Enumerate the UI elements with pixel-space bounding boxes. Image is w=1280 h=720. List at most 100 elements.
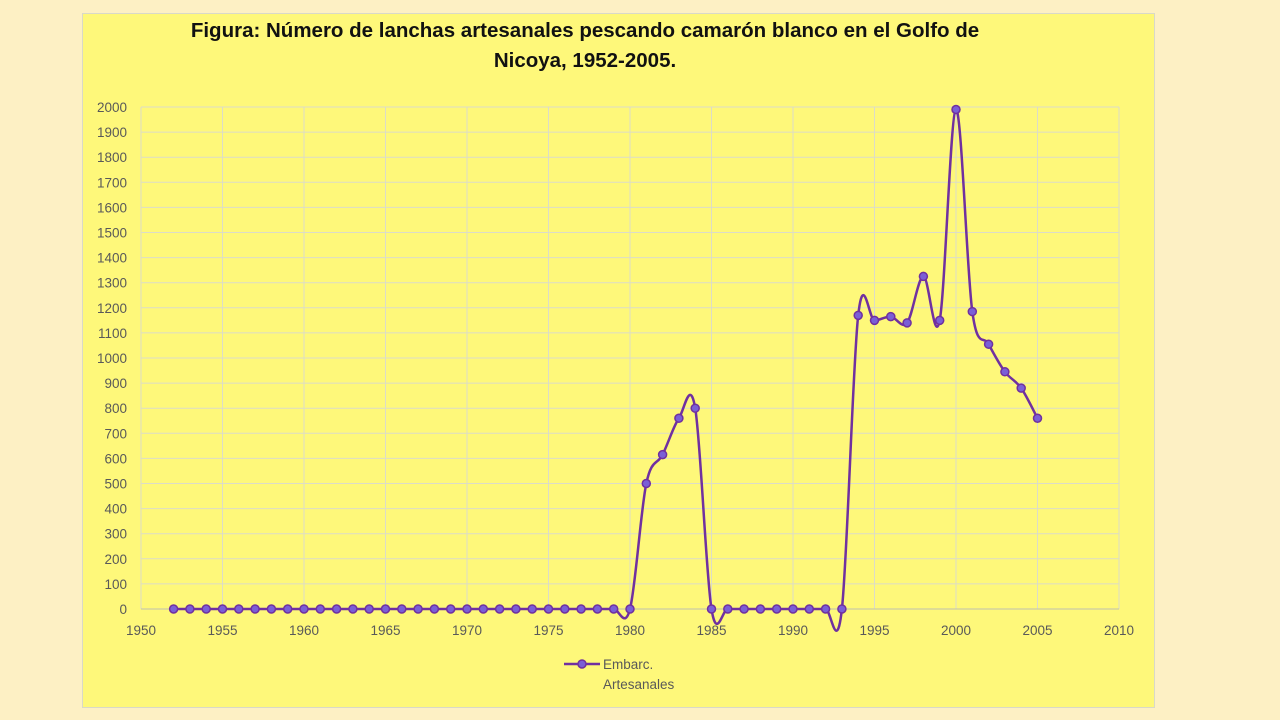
y-tick-label: 1000 (97, 351, 127, 366)
data-point (739, 604, 749, 614)
data-point (902, 318, 912, 328)
data-point (494, 604, 505, 614)
data-point (869, 315, 880, 326)
y-tick-label: 1600 (97, 200, 127, 215)
data-point (250, 604, 260, 614)
legend-label: Embarc. (603, 657, 653, 672)
data-point (266, 604, 277, 614)
data-point (576, 604, 586, 614)
y-tick-label: 1700 (97, 175, 127, 190)
data-point (527, 604, 537, 614)
data-point (185, 604, 195, 614)
x-tick-label: 1975 (533, 623, 563, 638)
data-point (723, 604, 733, 614)
x-tick-label: 2005 (1022, 623, 1052, 638)
data-point (918, 271, 929, 282)
y-tick-label: 200 (104, 552, 127, 567)
y-tick-label: 1500 (97, 226, 127, 241)
data-point (934, 315, 945, 326)
data-point (478, 604, 489, 614)
y-tick-label: 900 (104, 376, 127, 391)
grid-lines (140, 106, 1120, 610)
y-tick-label: 1900 (97, 125, 127, 140)
data-point (299, 604, 309, 614)
data-point (397, 604, 407, 614)
x-tick-label: 1985 (696, 623, 726, 638)
y-axis-ticks: 0 100 200 300 400 500 600 700 800 900 1000 1100 1200… (97, 100, 127, 617)
data-point (771, 604, 782, 614)
chart-title-line-1: Figura: Número de lanchas artesanales pe… (190, 19, 980, 42)
data-point (201, 604, 211, 614)
legend: Embarc. Artesanales (564, 657, 675, 692)
data-point (804, 604, 815, 614)
x-tick-label: 1970 (452, 623, 482, 638)
data-point (608, 604, 619, 614)
x-tick-label: 1990 (778, 623, 808, 638)
data-point (413, 604, 423, 614)
x-tick-label: 2010 (1104, 623, 1134, 638)
data-point (820, 604, 831, 614)
legend-marker-swatch (577, 659, 587, 669)
x-tick-label: 1980 (615, 623, 645, 638)
y-tick-label: 300 (104, 527, 127, 542)
data-point (380, 604, 391, 614)
data-point (592, 604, 603, 614)
data-point (348, 604, 358, 614)
y-tick-label: 0 (119, 602, 127, 617)
data-point (788, 604, 798, 614)
y-tick-label: 500 (104, 477, 127, 492)
data-point (1000, 367, 1010, 377)
data-point (1032, 413, 1043, 423)
data-point (853, 310, 863, 321)
y-tick-label: 1400 (97, 251, 127, 266)
data-point (951, 104, 961, 115)
data-point (690, 403, 700, 413)
data-point (168, 604, 179, 614)
y-tick-label: 2000 (97, 100, 127, 115)
x-tick-label: 1950 (126, 623, 156, 638)
data-point (706, 604, 717, 614)
data-point (462, 604, 472, 614)
data-point (625, 604, 635, 614)
data-point (315, 604, 326, 614)
y-tick-label: 1200 (97, 301, 127, 316)
data-point (1016, 383, 1026, 393)
data-point (445, 604, 456, 614)
data-point (282, 604, 293, 614)
y-tick-label: 400 (104, 502, 127, 517)
data-point (983, 339, 994, 349)
series-embarc-artesanales (168, 104, 1043, 632)
chart-title-line-2: Nicoya, 1952-2005. (493, 49, 677, 72)
x-tick-label: 1995 (859, 623, 889, 638)
y-tick-label: 1100 (98, 326, 127, 341)
data-point (543, 604, 554, 614)
y-tick-label: 800 (104, 401, 127, 416)
data-point (234, 604, 244, 614)
x-tick-label: 2000 (941, 623, 971, 638)
x-tick-label: 1955 (207, 623, 237, 638)
x-tick-label: 1965 (370, 623, 400, 638)
data-point (560, 604, 570, 614)
data-point (641, 478, 652, 489)
data-point (217, 604, 228, 614)
y-tick-label: 600 (104, 451, 127, 466)
chart-title: Figura: Número de lanchas artesanales pe… (0, 16, 1170, 76)
data-point (364, 604, 374, 614)
x-tick-label: 1960 (289, 623, 319, 638)
x-axis-ticks: 1950 1955 1960 1965 1970 1975 1980 1985 1990 1995… (126, 623, 1134, 638)
data-point (657, 449, 668, 460)
legend-label: Artesanales (603, 677, 675, 692)
data-point (511, 604, 521, 614)
data-point (429, 604, 440, 614)
series-line (173, 108, 1039, 632)
data-point (755, 604, 766, 614)
data-point (886, 311, 896, 322)
chart-frame (82, 13, 1155, 708)
data-point (967, 306, 978, 317)
data-point (331, 604, 342, 614)
data-point (674, 413, 684, 423)
y-tick-label: 1300 (97, 276, 127, 291)
data-point (837, 604, 847, 614)
y-tick-label: 100 (104, 577, 127, 592)
